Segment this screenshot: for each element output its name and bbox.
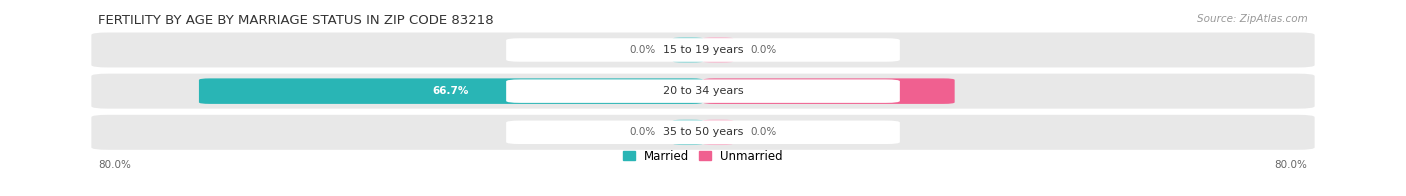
Text: 35 to 50 years: 35 to 50 years bbox=[662, 127, 744, 137]
Text: 0.0%: 0.0% bbox=[751, 45, 776, 55]
Text: 0.0%: 0.0% bbox=[630, 127, 655, 137]
Text: FERTILITY BY AGE BY MARRIAGE STATUS IN ZIP CODE 83218: FERTILITY BY AGE BY MARRIAGE STATUS IN Z… bbox=[98, 14, 494, 27]
FancyBboxPatch shape bbox=[91, 74, 1315, 109]
FancyBboxPatch shape bbox=[506, 38, 900, 62]
Legend: Married, Unmarried: Married, Unmarried bbox=[623, 150, 783, 163]
Text: 33.3%: 33.3% bbox=[811, 86, 846, 96]
FancyBboxPatch shape bbox=[506, 121, 900, 144]
FancyBboxPatch shape bbox=[703, 37, 734, 63]
FancyBboxPatch shape bbox=[672, 37, 703, 63]
FancyBboxPatch shape bbox=[672, 120, 703, 145]
FancyBboxPatch shape bbox=[198, 78, 703, 104]
Text: 80.0%: 80.0% bbox=[1275, 160, 1308, 170]
Text: Source: ZipAtlas.com: Source: ZipAtlas.com bbox=[1197, 14, 1308, 24]
FancyBboxPatch shape bbox=[506, 79, 900, 103]
Text: 0.0%: 0.0% bbox=[630, 45, 655, 55]
Text: 15 to 19 years: 15 to 19 years bbox=[662, 45, 744, 55]
FancyBboxPatch shape bbox=[91, 33, 1315, 67]
FancyBboxPatch shape bbox=[703, 78, 955, 104]
Text: 80.0%: 80.0% bbox=[98, 160, 131, 170]
Text: 0.0%: 0.0% bbox=[751, 127, 776, 137]
FancyBboxPatch shape bbox=[703, 120, 734, 145]
Text: 66.7%: 66.7% bbox=[433, 86, 470, 96]
FancyBboxPatch shape bbox=[91, 115, 1315, 150]
Text: 20 to 34 years: 20 to 34 years bbox=[662, 86, 744, 96]
